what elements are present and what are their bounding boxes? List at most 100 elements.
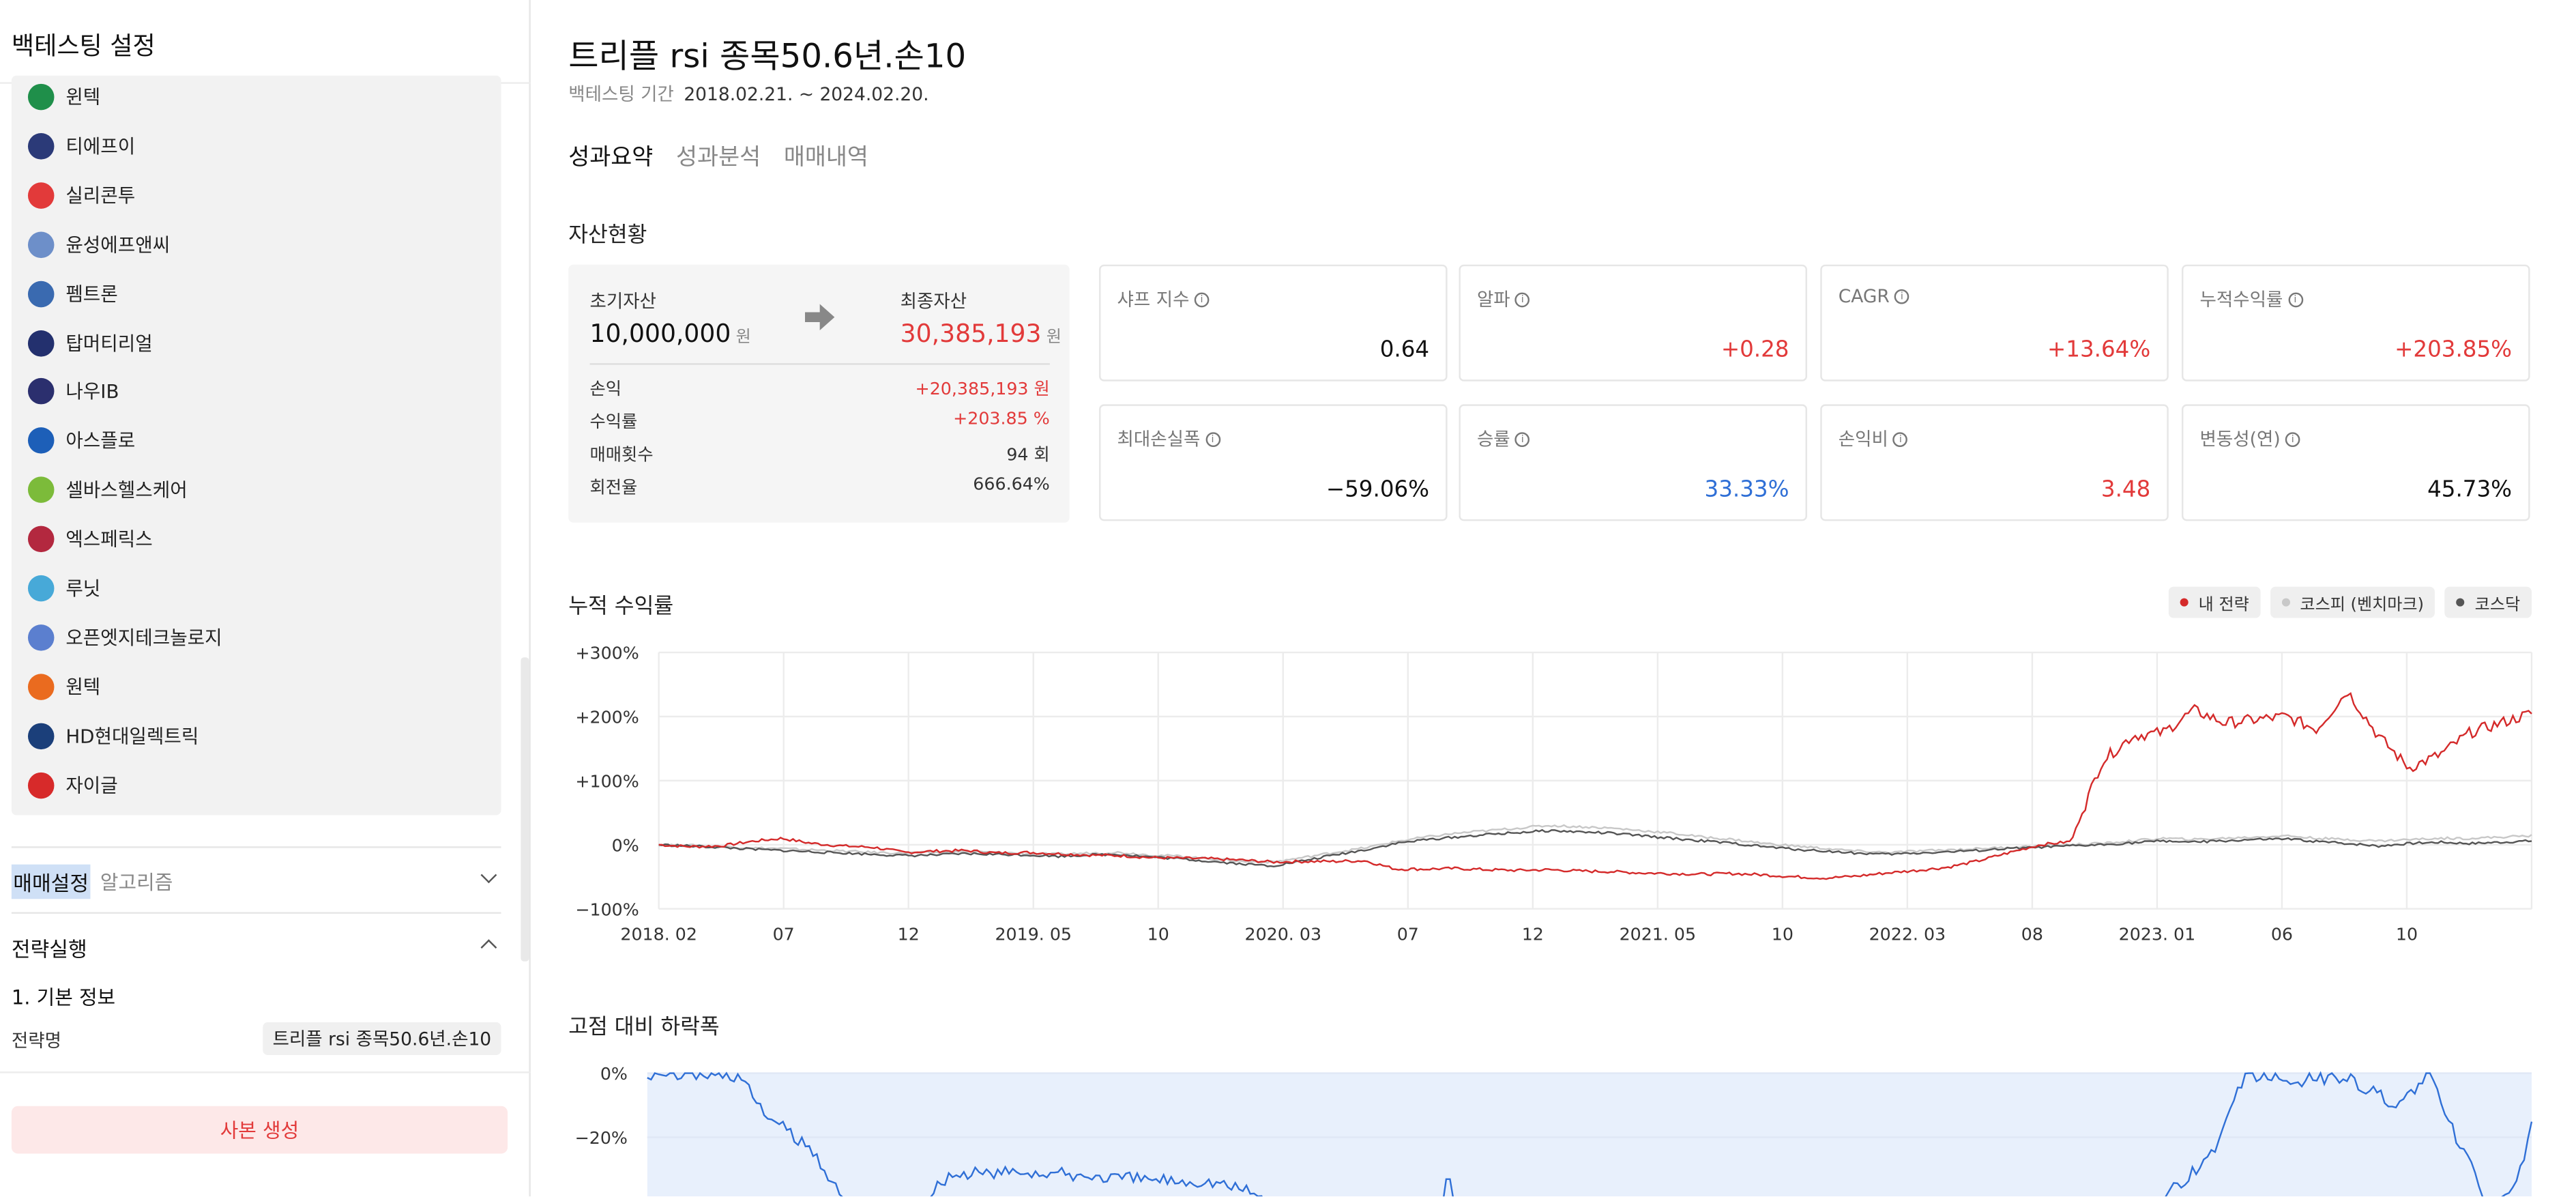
x-tick-label: 10 (1147, 924, 1169, 944)
company-item[interactable]: 셀바스헬스케어 (27, 465, 188, 515)
x-tick-label: 2022. 03 (1869, 924, 1946, 944)
backtest-period: 백테스팅 기간 2018.02.21. ~ 2024.02.20. (568, 81, 928, 107)
legend-my-strategy[interactable]: 내 전략 (2169, 586, 2261, 618)
company-name: 탑머티리얼 (65, 331, 153, 354)
company-item[interactable]: 아스플로 (27, 416, 136, 465)
chart-legend: 내 전략 코스피 (벤치마크) 코스닥 (2169, 586, 2532, 618)
info-icon[interactable]: i (2287, 291, 2303, 307)
divider (11, 912, 501, 914)
info-icon[interactable]: i (1194, 291, 1210, 307)
main-content: 트리플 rsi 종목50.6년.손10 백테스팅 기간 2018.02.21. ~… (532, 0, 2576, 1197)
y-tick-label: 0% (600, 1064, 628, 1084)
chevron-down-icon[interactable] (480, 867, 497, 884)
x-tick-label: 2023. 01 (2119, 924, 2196, 944)
company-logo-icon (27, 378, 55, 405)
info-icon[interactable]: i (1894, 289, 1909, 304)
strategy-name-field[interactable]: 트리플 rsi 종목50.6년.손10 (263, 1022, 501, 1056)
final-asset-label: 최종자산 (900, 291, 967, 313)
company-item[interactable]: 자이글 (27, 760, 118, 809)
y-tick-label: +100% (575, 772, 639, 792)
company-item[interactable]: HD현대일렉트릭 (27, 711, 199, 760)
company-item[interactable]: 엑스페릭스 (27, 515, 153, 564)
metric-mdd: 최대손실폭 i −59.06% (1099, 404, 1448, 521)
y-tick-label: +300% (575, 644, 639, 663)
company-item[interactable]: 오픈엣지테크놀로지 (27, 613, 222, 662)
company-logo-icon (27, 525, 55, 553)
divider (589, 363, 1050, 365)
company-logo-icon (27, 329, 55, 356)
company-name: 원텍 (65, 675, 101, 698)
drawdown-title: 고점 대비 하락폭 (568, 1015, 720, 1041)
cum-return-title: 누적 수익률 (568, 594, 674, 620)
info-icon[interactable]: i (2285, 431, 2300, 446)
cumulative-return-chart: +300% +200% +100% 0% −100% 2018. 02 07 12 2019. … (575, 644, 2533, 944)
asset-section-title: 자산현황 (568, 223, 647, 248)
series-line (658, 828, 2532, 868)
trade-count-row: 매매횟수 94 회 (589, 445, 1050, 465)
company-item[interactable]: 윤성에프앤씨 (27, 220, 170, 269)
turnover-row: 회전율 666.64% (589, 474, 1050, 498)
trade-settings-header[interactable]: 매매설정 알고리즘 (11, 861, 501, 901)
company-logo-icon (27, 575, 55, 602)
tab-summary[interactable]: 성과요약 (568, 144, 654, 171)
trade-settings-title: 매매설정 (11, 863, 91, 899)
sidebar-scrollbar[interactable] (521, 657, 529, 962)
x-tick-label: 12 (1522, 924, 1544, 944)
company-logo-icon (27, 722, 55, 749)
company-logo-icon (27, 673, 55, 700)
metric-cagr: CAGR i +13.64% (1820, 264, 2169, 381)
metric-volatility: 변동성(연) i 45.73% (2182, 404, 2530, 521)
drawdown-line (647, 1071, 2533, 1197)
strategy-run-header[interactable]: 전략실행 (12, 927, 501, 966)
period-value: 2018.02.21. ~ 2024.02.20. (684, 83, 929, 106)
y-tick-label: 0% (612, 835, 639, 855)
company-name: 엑스페릭스 (65, 528, 153, 551)
company-logo-icon (27, 771, 55, 798)
info-icon[interactable]: i (1514, 291, 1530, 307)
company-logo-icon (27, 182, 55, 209)
strategy-run-title: 전략실행 (11, 936, 87, 961)
return-row: 수익률 +203.85 % (589, 409, 1050, 433)
tab-trades[interactable]: 매매내역 (783, 144, 868, 171)
company-item[interactable]: 펨트론 (27, 269, 118, 318)
drawdown-area-bg (647, 1073, 2532, 1197)
trade-settings-subtitle: 알고리즘 (100, 870, 173, 893)
company-item[interactable]: 티에프이 (27, 121, 136, 171)
basic-info-heading: 1. 기본 정보 (11, 985, 116, 1009)
company-item[interactable]: 윈텍 (27, 76, 100, 121)
y-tick-label: +200% (575, 708, 639, 727)
company-name: 나우IB (65, 380, 119, 403)
company-name: 티에프이 (65, 134, 136, 158)
legend-kospi[interactable]: 코스피 (벤치마크) (2270, 586, 2435, 618)
x-tick-label: 12 (898, 924, 920, 944)
company-name: 셀바스헬스케어 (65, 478, 188, 502)
company-item[interactable]: 루닛 (27, 564, 101, 613)
tab-analysis[interactable]: 성과분석 (676, 144, 761, 171)
metric-alpha: 알파 i +0.28 (1459, 264, 1807, 381)
info-icon[interactable]: i (1893, 431, 1908, 446)
x-tick-label: 2020. 03 (1245, 924, 1322, 944)
x-tick-label: 07 (773, 924, 795, 944)
company-name: HD현대일렉트릭 (65, 724, 199, 747)
company-name: 아스플로 (65, 429, 136, 452)
info-icon[interactable]: i (1514, 431, 1530, 446)
sidebar-title: 백테스팅 설정 (11, 31, 156, 61)
pnl-row: 손익 +20,385,193 원 (589, 379, 1050, 400)
legend-kosdaq[interactable]: 코스닥 (2445, 586, 2532, 618)
company-logo-icon (27, 476, 55, 504)
period-label: 백테스팅 기간 (568, 83, 674, 106)
company-item[interactable]: 탑머티리얼 (27, 318, 153, 367)
company-name: 루닛 (65, 577, 101, 600)
y-tick-label: −20% (575, 1128, 628, 1148)
company-item[interactable]: 실리콘투 (27, 171, 136, 220)
company-item[interactable]: 원텍 (27, 662, 101, 711)
company-logo-icon (27, 132, 55, 160)
chevron-up-icon[interactable] (480, 939, 497, 956)
company-logo-icon (27, 280, 55, 307)
company-item[interactable]: 나우IB (27, 367, 119, 416)
copy-create-button[interactable]: 사본 생성 (11, 1106, 508, 1154)
info-icon[interactable]: i (1205, 431, 1220, 446)
company-name: 실리콘투 (65, 184, 136, 207)
x-tick-label: 2021. 05 (1620, 924, 1697, 944)
